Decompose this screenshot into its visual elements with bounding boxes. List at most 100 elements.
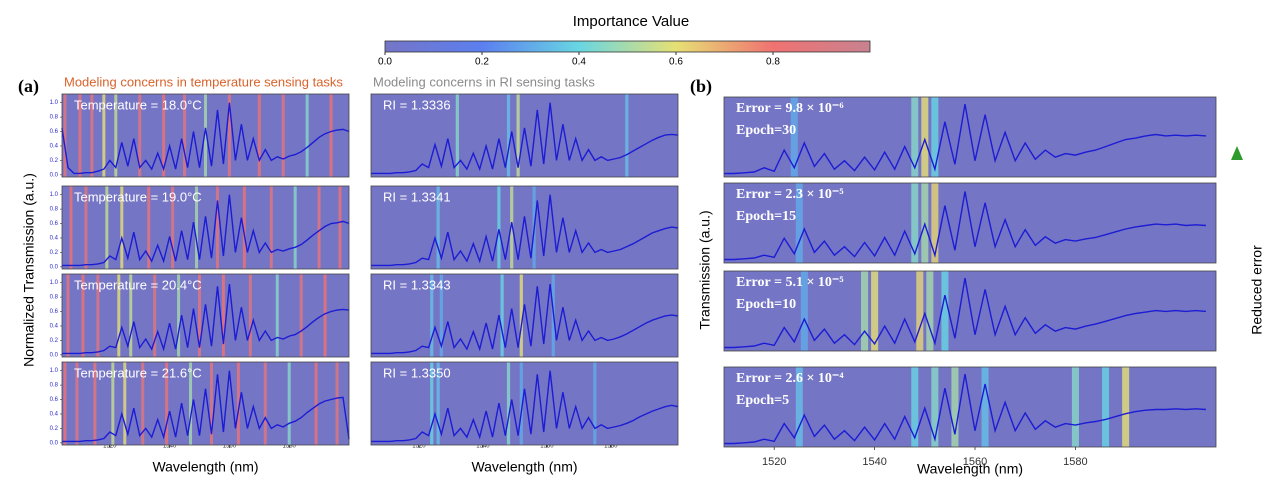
colorbar-tick-label: 0.4 <box>572 57 586 68</box>
importance-band <box>63 94 67 177</box>
x-axis-label: Wavelength (nm) <box>471 459 577 475</box>
importance-band <box>275 274 279 357</box>
panel-heading: Modeling concerns in temperature sensing… <box>64 74 343 89</box>
colorbar-tick-label: 0.0 <box>378 57 392 68</box>
panel-annotation: Error = 9.8 × 10⁻⁶ <box>736 101 844 116</box>
importance-band <box>78 94 82 177</box>
importance-band <box>861 271 869 351</box>
x-axis-label: Wavelength (nm) <box>152 459 258 475</box>
importance-band <box>177 274 181 357</box>
x-tick-label: 1580 <box>283 444 297 450</box>
panel-background <box>371 362 678 445</box>
importance-band <box>281 94 285 177</box>
panel-annotation: RI = 1.3336 <box>383 97 451 112</box>
importance-band <box>931 97 939 177</box>
importance-band <box>335 362 339 445</box>
importance-band <box>790 97 798 177</box>
spectrum-line <box>62 284 350 355</box>
panel-annotation: Temperature = 18.0°C <box>74 97 202 112</box>
importance-band <box>96 274 100 357</box>
importance-band <box>111 362 115 445</box>
importance-band <box>195 186 199 269</box>
importance-band <box>625 94 629 177</box>
importance-band <box>183 94 187 177</box>
y-tick-label: 0.8 <box>50 115 59 121</box>
importance-band <box>189 362 193 445</box>
importance-band <box>329 94 333 177</box>
importance-band <box>338 186 342 269</box>
importance-band <box>153 274 157 357</box>
importance-band <box>162 94 166 177</box>
y-tick-label: 0.6 <box>50 221 59 227</box>
importance-band <box>204 94 207 177</box>
panel-annotation: Epoch=5 <box>736 393 789 408</box>
panel-annotation: RI = 1.3350 <box>383 365 451 380</box>
y-tick-label: 0.8 <box>50 207 59 213</box>
y-tick-label: 1.0 <box>50 100 59 106</box>
x-tick-label: 1540 <box>163 444 177 450</box>
importance-band <box>317 186 321 269</box>
importance-band <box>263 362 267 445</box>
importance-band <box>439 274 443 357</box>
panel-annotation: Epoch=30 <box>736 123 796 138</box>
panel-frame <box>370 273 679 358</box>
panel-background <box>62 362 349 445</box>
spectrum-line <box>371 284 679 355</box>
importance-band <box>227 94 231 177</box>
y-tick-label: 1.0 <box>50 368 59 374</box>
panel-annotation: Temperature = 21.6°C <box>74 365 202 380</box>
spectrum-line <box>371 370 679 443</box>
panel-annotation: Temperature = 19.0°C <box>74 189 202 204</box>
panel-heading: Modeling concerns in RI sensing tasks <box>373 74 595 89</box>
spectrum-line <box>62 370 350 443</box>
y-tick-label: 0.6 <box>50 309 59 315</box>
panel: Temperature = 21.6°C <box>61 361 350 446</box>
importance-band <box>215 186 219 269</box>
panel-frame <box>370 361 679 446</box>
panel: Temperature = 18.0°C <box>61 93 350 178</box>
panel-annotation: Error = 5.1 × 10⁻⁵ <box>736 275 844 290</box>
importance-band <box>926 271 934 351</box>
importance-band <box>209 362 213 445</box>
x-tick-label: 1560 <box>963 456 987 468</box>
x-tick-label: 1540 <box>862 456 886 468</box>
panel: RI = 1.3336 <box>370 93 679 178</box>
spectrum-line <box>371 194 679 267</box>
panel-background <box>62 186 349 269</box>
importance-band <box>497 186 501 269</box>
panel-annotation: RI = 1.3343 <box>383 277 451 292</box>
y-tick-label: 0.0 <box>50 352 59 358</box>
panel-frame <box>723 96 1217 178</box>
importance-band <box>90 94 94 177</box>
panel: Error = 5.1 × 10⁻⁵ Epoch=10 <box>723 270 1217 352</box>
importance-band <box>1102 367 1110 447</box>
panel-background <box>371 274 678 357</box>
importance-band <box>941 271 949 351</box>
panel-label: (a) <box>18 76 39 97</box>
y-tick-label: 0.8 <box>50 383 59 389</box>
importance-band <box>436 362 440 445</box>
importance-band <box>93 362 97 445</box>
y-axis-label: Normalized Transmission (a.u.) <box>21 173 37 367</box>
importance-band <box>931 183 939 263</box>
y-tick-label: 0.2 <box>50 158 59 164</box>
spectrum-line <box>724 277 1207 349</box>
panel-frame <box>370 93 679 178</box>
spectrum-line <box>61 102 350 175</box>
colorbar-tick-label: 0.6 <box>669 57 683 68</box>
importance-band <box>430 362 434 445</box>
y-tick-label: 0.2 <box>50 338 59 344</box>
importance-band <box>105 186 109 269</box>
arrow-head <box>1231 146 1243 160</box>
importance-band <box>1122 367 1130 447</box>
importance-band <box>171 186 175 269</box>
importance-band <box>916 271 924 351</box>
panel: Temperature = 20.4°C <box>61 273 350 358</box>
importance-band <box>69 186 73 269</box>
importance-band <box>795 367 803 447</box>
importance-band <box>293 186 297 269</box>
panel-annotation: Temperature = 20.4°C <box>74 277 202 292</box>
panel-annotation: Epoch=15 <box>736 209 796 224</box>
importance-band <box>117 274 121 357</box>
y-tick-label: 0.6 <box>50 129 59 135</box>
